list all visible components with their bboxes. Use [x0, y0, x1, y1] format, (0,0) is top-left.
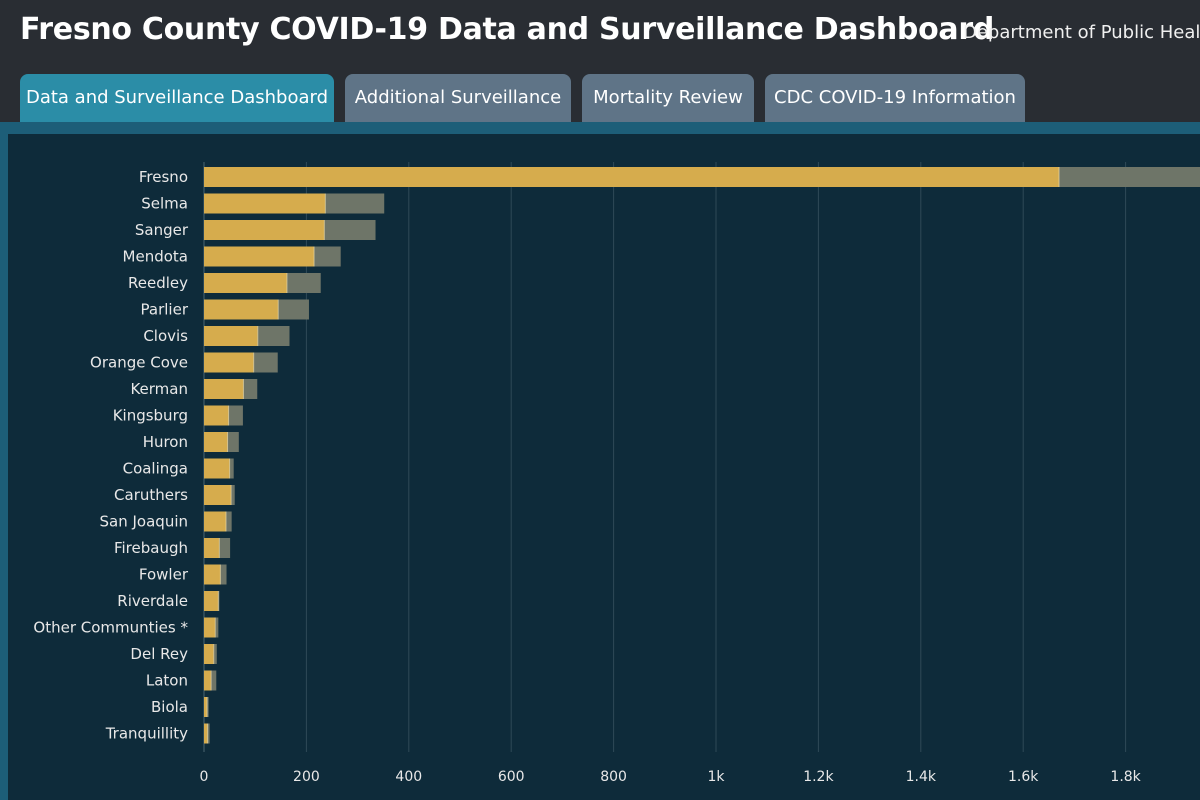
bar-secondary[interactable]	[253, 352, 278, 373]
bar-secondary[interactable]	[215, 617, 219, 638]
x-axis-ticks: 0 200 400 600 800 1k 1.2k 1.4k 1.6k 1.8k	[200, 769, 1142, 785]
bar-primary[interactable]	[204, 644, 214, 664]
category-label: Parlier	[141, 301, 189, 319]
grid-lines	[203, 162, 1127, 752]
bar-primary[interactable]	[204, 167, 1060, 187]
bar-primary[interactable]	[204, 299, 279, 320]
category-label: Caruthers	[114, 486, 188, 504]
category-label: Sanger	[135, 221, 189, 239]
category-label: Tranquillity	[105, 725, 188, 743]
bar-primary[interactable]	[204, 511, 227, 532]
bar-primary[interactable]	[204, 670, 212, 691]
bar-primary[interactable]	[204, 564, 221, 585]
category-label: Fresno	[139, 168, 188, 186]
header-bar: Fresno County COVID-19 Data and Surveill…	[0, 0, 1200, 122]
department-label: Department of Public Health	[963, 22, 1200, 43]
bar-secondary[interactable]	[229, 458, 234, 479]
bar-secondary[interactable]	[228, 405, 243, 426]
tab-mortality-review[interactable]: Mortality Review	[582, 74, 754, 122]
category-label: Fowler	[139, 566, 189, 584]
x-tick-label: 1k	[707, 769, 725, 785]
category-labels: Fresno Selma Sanger Mendota Reedley Parlier Cl…	[33, 168, 188, 743]
bars	[204, 167, 1200, 744]
category-label: Biola	[151, 698, 188, 716]
x-tick-label: 800	[600, 769, 627, 785]
bar-primary[interactable]	[204, 405, 229, 426]
category-label: Reedley	[128, 274, 188, 292]
bar-secondary[interactable]	[207, 723, 210, 744]
x-tick-label: 1.2k	[803, 769, 834, 785]
bar-secondary[interactable]	[231, 485, 235, 505]
category-label: Del Rey	[130, 645, 188, 663]
bar-secondary[interactable]	[226, 511, 232, 532]
x-tick-label: 1.6k	[1008, 769, 1039, 785]
tab-cdc-covid-19-information[interactable]: CDC COVID-19 Information	[765, 74, 1025, 122]
bar-secondary[interactable]	[218, 591, 220, 611]
tab-additional-surveillance[interactable]: Additional Surveillance	[345, 74, 571, 122]
app-title: Fresno County COVID-19 Data and Surveill…	[20, 12, 995, 47]
bar-secondary[interactable]	[257, 326, 290, 346]
x-tick-label: 600	[498, 769, 525, 785]
bar-primary[interactable]	[204, 697, 208, 717]
bar-secondary[interactable]	[227, 432, 239, 452]
category-label: Mendota	[123, 248, 188, 266]
bar-secondary[interactable]	[207, 697, 209, 717]
bar-primary[interactable]	[204, 193, 326, 214]
bar-secondary[interactable]	[211, 670, 217, 691]
bar-secondary[interactable]	[220, 564, 227, 585]
bar-primary[interactable]	[204, 723, 208, 744]
bar-primary[interactable]	[204, 246, 315, 267]
bar-primary[interactable]	[204, 432, 228, 452]
bar-secondary[interactable]	[1059, 167, 1200, 187]
category-label: Laton	[146, 672, 188, 690]
bar-secondary[interactable]	[286, 273, 321, 293]
x-tick-label: 400	[395, 769, 422, 785]
panel-left-border	[0, 122, 8, 800]
category-label: Selma	[141, 195, 188, 213]
bar-primary[interactable]	[204, 591, 219, 611]
bar-secondary[interactable]	[324, 220, 376, 240]
x-tick-label: 200	[293, 769, 320, 785]
x-tick-label: 0	[200, 769, 209, 785]
category-label: Kingsburg	[113, 407, 188, 425]
bar-primary[interactable]	[204, 617, 216, 638]
tab-content-border	[0, 122, 1200, 134]
bar-primary[interactable]	[204, 485, 232, 505]
bar-secondary[interactable]	[213, 644, 217, 664]
bar-primary[interactable]	[204, 326, 258, 346]
bar-primary[interactable]	[204, 538, 220, 558]
bar-secondary[interactable]	[219, 538, 231, 558]
category-label: Coalinga	[123, 460, 188, 478]
category-label: San Joaquin	[100, 513, 188, 531]
bar-secondary[interactable]	[243, 379, 258, 399]
category-label: Riverdale	[117, 592, 188, 610]
category-label: Orange Cove	[90, 354, 188, 372]
bar-secondary[interactable]	[314, 246, 341, 267]
bar-primary[interactable]	[204, 220, 325, 240]
category-label: Other Communties *	[33, 619, 188, 637]
bar-secondary[interactable]	[278, 299, 309, 320]
bar-primary[interactable]	[204, 352, 254, 373]
x-tick-label: 1.4k	[906, 769, 937, 785]
bar-primary[interactable]	[204, 379, 244, 399]
category-label: Clovis	[143, 327, 188, 345]
category-label: Huron	[143, 433, 188, 451]
bar-primary[interactable]	[204, 273, 287, 293]
category-label: Kerman	[130, 380, 188, 398]
bar-primary[interactable]	[204, 458, 230, 479]
bar-secondary[interactable]	[325, 193, 385, 214]
tab-data-and-surveillance-dashboard[interactable]: Data and Surveillance Dashboard	[20, 74, 334, 122]
x-tick-label: 1.8k	[1110, 769, 1141, 785]
category-label: Firebaugh	[114, 539, 188, 557]
